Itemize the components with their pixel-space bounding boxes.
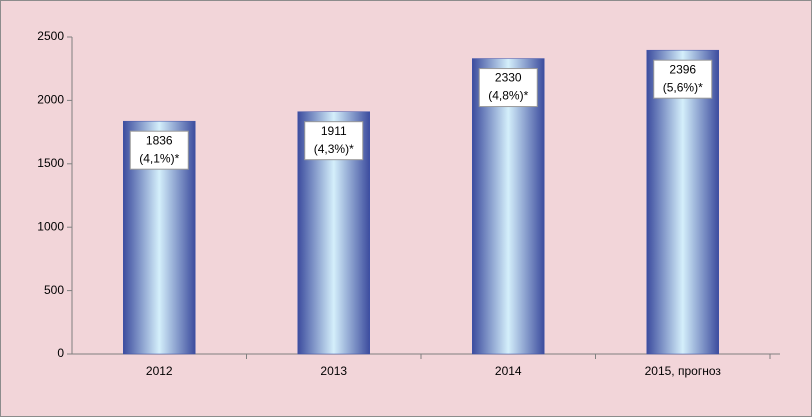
y-tick-label: 1500: [37, 156, 64, 170]
y-tick-label: 0: [57, 346, 64, 360]
bar: [472, 58, 545, 355]
label-box: [304, 121, 364, 161]
label-box: [653, 59, 713, 99]
annotation: (4,3%)*: [314, 142, 354, 156]
x-tick-label: 2013: [320, 364, 347, 378]
annotation: (4,1%)*: [139, 151, 179, 165]
annotation: (4,8%)*: [488, 89, 528, 103]
bar: [646, 49, 719, 355]
value-label: 1911: [321, 124, 347, 138]
value-label: 2330: [495, 71, 522, 85]
x-tick-label: 2012: [146, 364, 173, 378]
value-label: 1836: [146, 133, 173, 147]
y-tick-label: 2000: [37, 93, 64, 107]
y-tick-label: 2500: [37, 29, 64, 43]
x-tick-label: 2015, прогноз: [645, 364, 722, 378]
y-tick-label: 1000: [37, 219, 64, 233]
x-tick-label: 2014: [495, 364, 522, 378]
label-box: [478, 68, 538, 108]
label-box: [129, 130, 189, 170]
value-label: 2396: [669, 62, 696, 76]
annotation: (5,6%)*: [663, 80, 703, 94]
y-tick-label: 500: [44, 283, 64, 297]
